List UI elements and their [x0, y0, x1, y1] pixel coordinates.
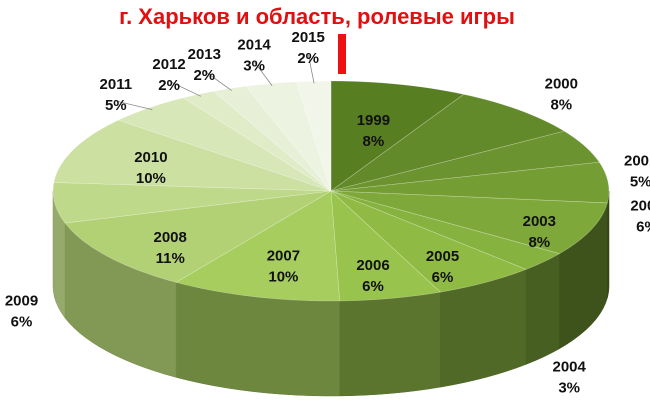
data-label-pct-2006: 6% [362, 278, 384, 295]
data-label-year-2000: 2000 [545, 76, 578, 93]
data-label-pct-2012: 2% [158, 77, 180, 94]
leader-line-2011 [115, 100, 153, 110]
chart-title: г. Харьков и область, ролевые игры [119, 4, 515, 29]
slice-2008 [64, 190, 332, 283]
data-label-year-2005: 2005 [426, 248, 459, 265]
data-label-pct-2007: 10% [268, 269, 298, 286]
data-label-year-2004: 2004 [553, 358, 587, 375]
data-label-pct-2011: 5% [105, 97, 127, 114]
data-label-pct-2005: 6% [432, 269, 454, 286]
data-label-year-2009: 2009 [5, 292, 38, 309]
data-label-year-2010: 2010 [134, 149, 167, 166]
slice-2007 [175, 190, 340, 302]
slice-side-2004 [525, 253, 560, 365]
leader-lines [115, 54, 315, 110]
leader-line-2013 [204, 70, 232, 91]
data-label-pct-1999: 8% [363, 133, 385, 150]
data-label-year-2007: 2007 [267, 248, 300, 265]
data-label-year-2015: 2015 [292, 29, 325, 46]
data-label-pct-2014: 3% [243, 58, 265, 75]
data-label-pct-2004: 3% [558, 379, 580, 396]
slice-2006 [330, 190, 442, 302]
data-label-year-2001: 2001 [624, 153, 650, 170]
red-marker [338, 34, 346, 74]
leader-line-2012 [168, 80, 202, 97]
data-label-pct-2008: 11% [156, 250, 185, 267]
data-label-year-2003: 2003 [523, 213, 556, 230]
data-label-pct-2013: 2% [193, 67, 215, 84]
slice-2002 [330, 161, 610, 204]
slice-2010 [53, 119, 332, 192]
leader-line-2014 [253, 61, 273, 86]
data-label-pct-2009: 6% [11, 313, 33, 330]
data-label-year-2012: 2012 [152, 56, 185, 73]
slice-2000 [330, 94, 566, 192]
data-label-year-2011: 2011 [100, 76, 133, 93]
slice-2005 [330, 190, 527, 293]
data-label-pct-2003: 8% [528, 234, 550, 251]
pie-sides [52, 190, 610, 397]
slice-2011 [117, 97, 332, 192]
data-label-pct-2015: 2% [297, 50, 319, 67]
data-label-year-2008: 2008 [154, 229, 187, 246]
slice-side-2006 [339, 291, 441, 397]
data-label-year-1999: 1999 [357, 112, 390, 129]
data-label-year-2014: 2014 [237, 37, 271, 54]
slice-1999 [330, 80, 465, 192]
slice-2003 [330, 190, 608, 255]
data-label-year-2006: 2006 [356, 257, 389, 274]
data-label-pct-2001: 5% [630, 174, 650, 191]
slice-2001 [330, 130, 600, 192]
pie-slices [52, 80, 610, 302]
data-label-year-2013: 2013 [188, 46, 221, 63]
data-label-pct-2000: 8% [550, 97, 572, 114]
leader-line-2015 [307, 54, 315, 84]
data-label-pct-2010: 10% [136, 170, 166, 187]
slice-2009 [52, 182, 332, 224]
data-label-pct-2002: 6% [636, 219, 650, 236]
data-labels: 1999 8% 2000 8% 2001 5% 2002 6% 2003 8% 2004 3% 2005… [5, 29, 650, 396]
data-label-year-2002: 2002 [630, 198, 650, 215]
slice-2004 [330, 190, 561, 270]
